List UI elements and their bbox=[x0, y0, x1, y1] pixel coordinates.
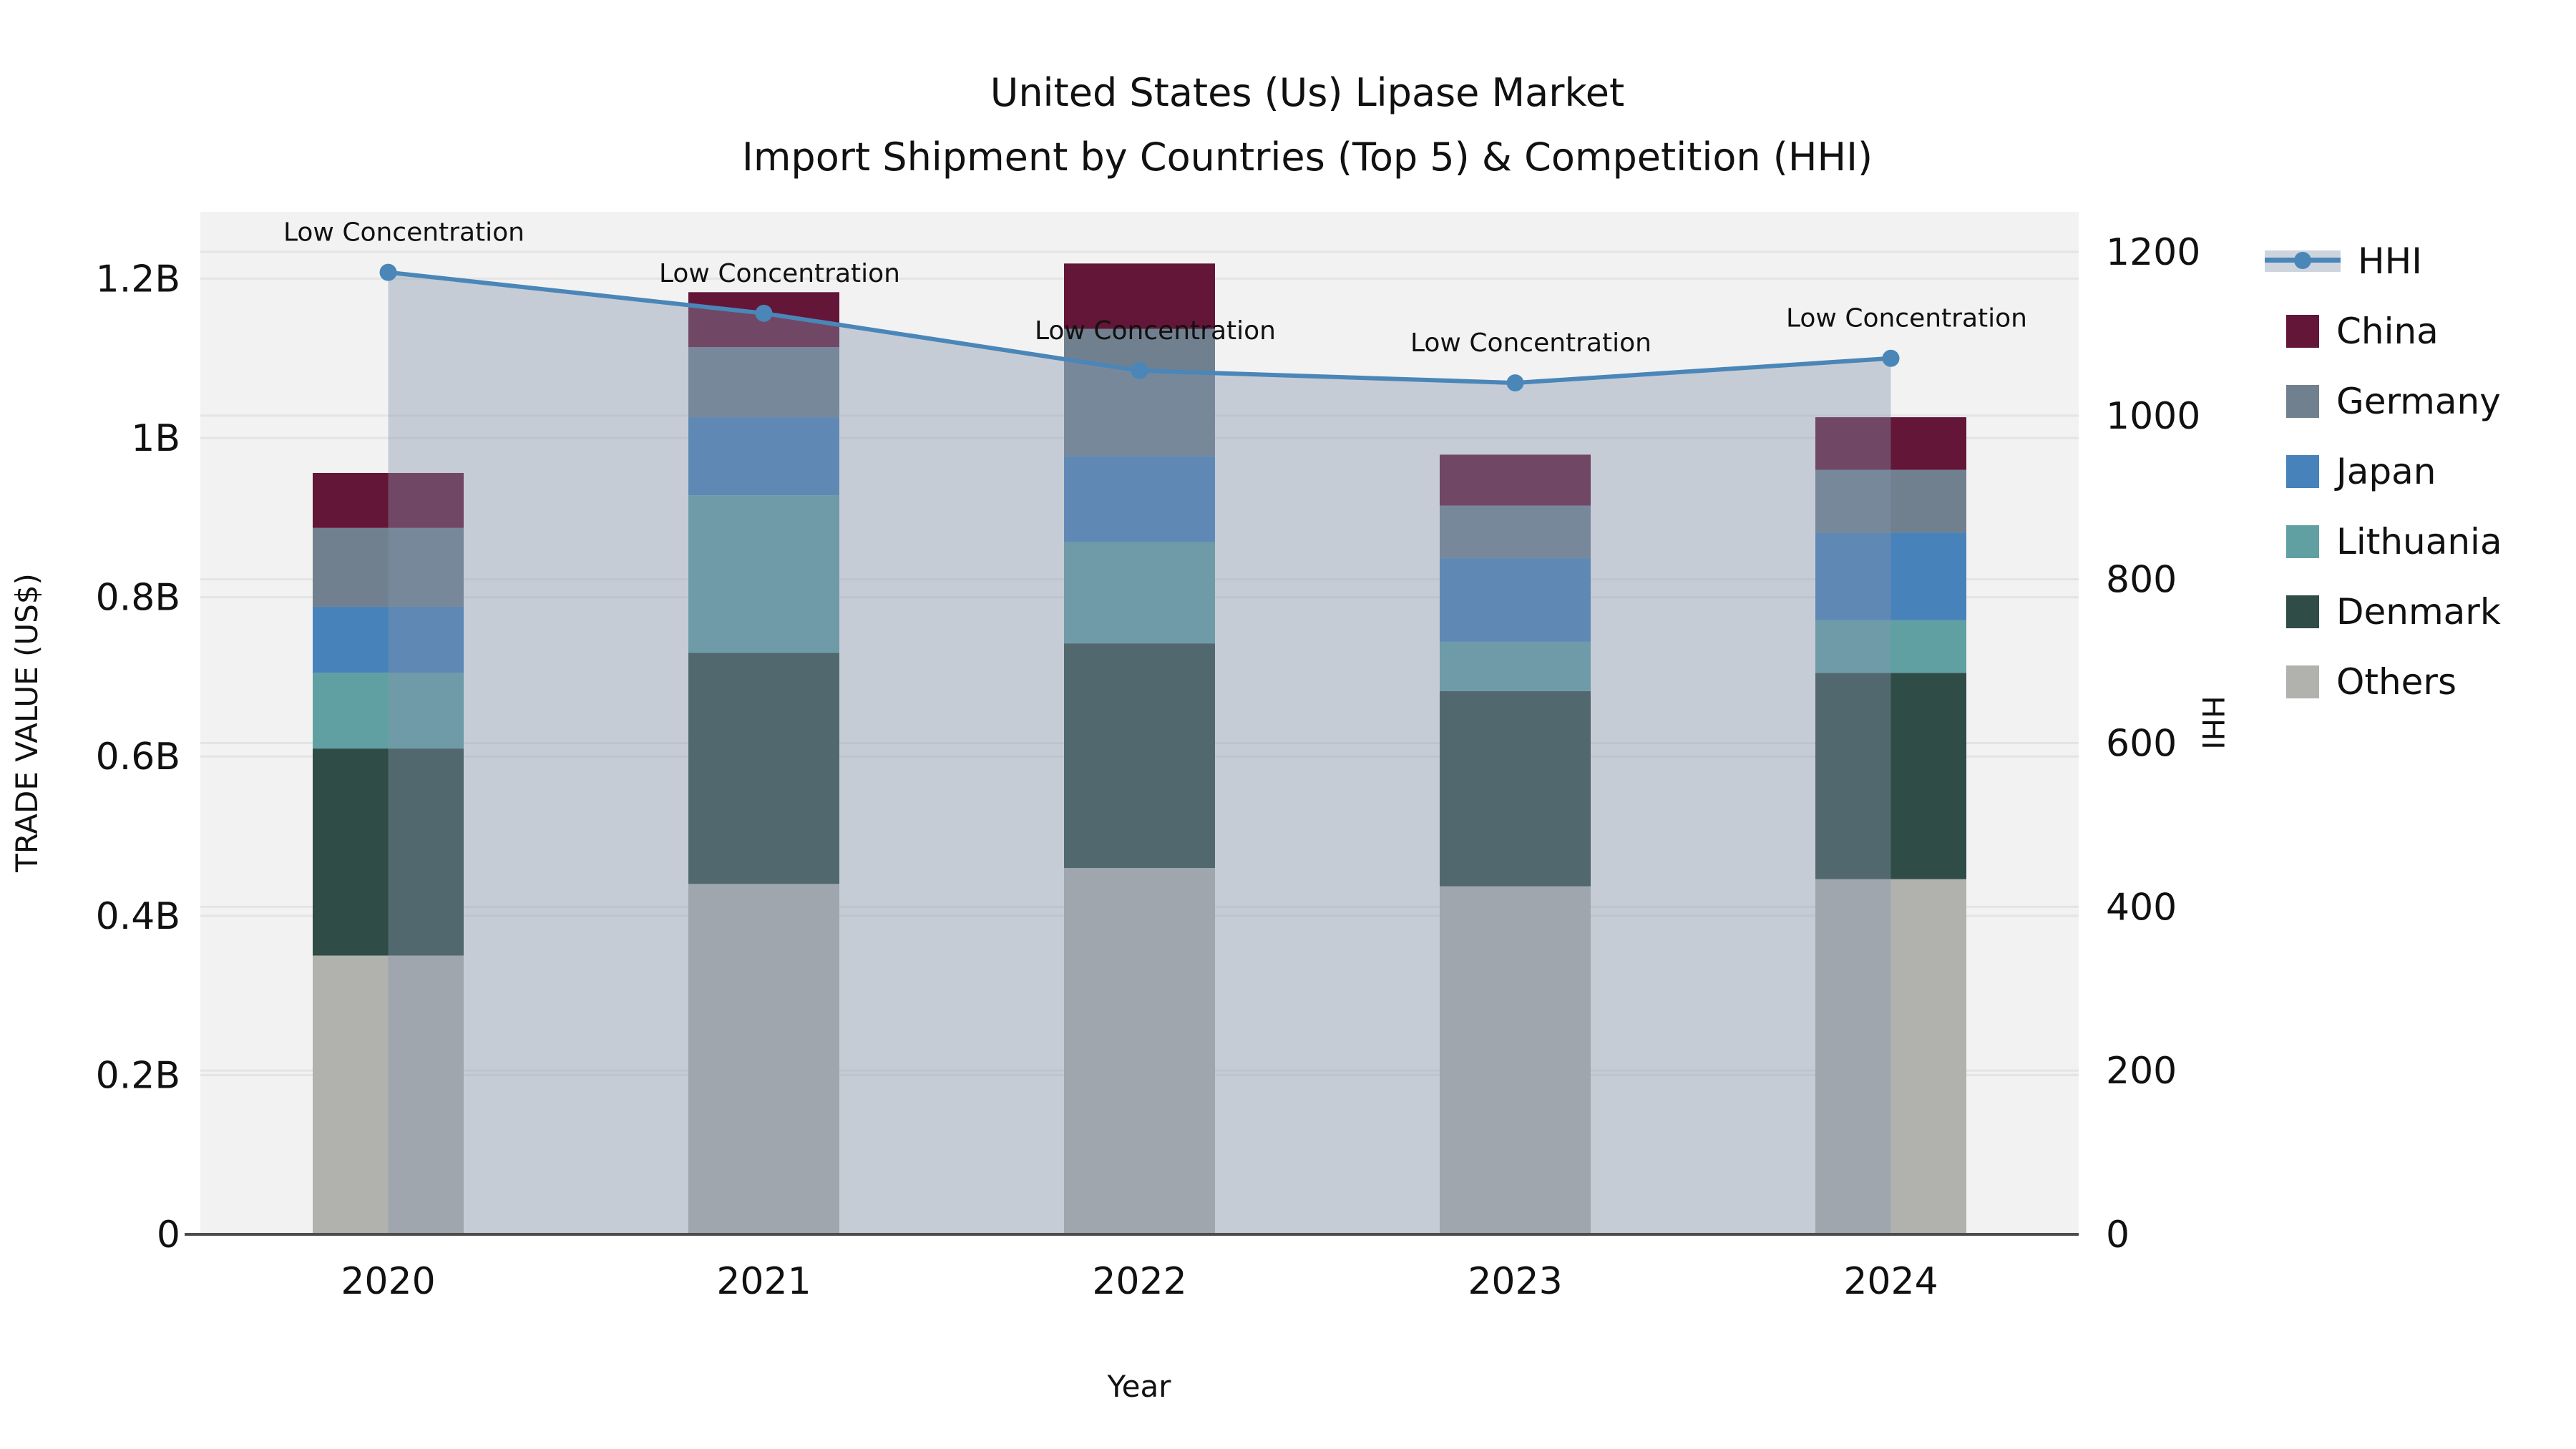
bar-segment-2022-others bbox=[1064, 868, 1215, 1234]
legend-item-hhi: HHI bbox=[2265, 226, 2502, 296]
legend-item-lithuania: Lithuania bbox=[2265, 507, 2502, 577]
bar-segment-2021-japan bbox=[688, 417, 839, 496]
bar-segment-2020-others bbox=[313, 955, 464, 1234]
germany-color-swatch bbox=[2286, 385, 2319, 418]
bar-segment-2023-denmark bbox=[1440, 691, 1591, 887]
legend-item-others: Others bbox=[2265, 647, 2502, 717]
legend-item-japan: Japan bbox=[2265, 436, 2502, 507]
bar-segment-2020-japan bbox=[313, 606, 464, 673]
annotation-low-concentration: Low Concentration bbox=[1786, 304, 2027, 333]
y-right-tick-label: 800 bbox=[2106, 559, 2177, 602]
bar-segment-2021-denmark bbox=[688, 653, 839, 884]
bar-segment-2020-lithuania bbox=[313, 673, 464, 749]
annotation-low-concentration: Low Concentration bbox=[1410, 328, 1652, 358]
x-tick-label: 2020 bbox=[341, 1260, 435, 1303]
bar-segment-2023-lithuania bbox=[1440, 641, 1591, 691]
chart-title-line1: United States (Us) Lipase Market bbox=[990, 70, 1624, 115]
bar-segment-2024-lithuania bbox=[1815, 620, 1966, 673]
bar-segment-2020-denmark bbox=[313, 748, 464, 956]
y-right-tick-label: 0 bbox=[2106, 1214, 2129, 1257]
y-right-axis-title: HHI bbox=[2195, 696, 2230, 750]
legend-label: Others bbox=[2336, 661, 2457, 703]
y-left-tick-label: 0.2B bbox=[96, 1054, 180, 1097]
bar-segment-2023-china bbox=[1440, 454, 1591, 506]
bar-segment-2023-germany bbox=[1440, 505, 1591, 559]
bar-segment-2021-lithuania bbox=[688, 495, 839, 653]
x-tick-label: 2022 bbox=[1092, 1260, 1186, 1303]
y-right-tick-label: 1200 bbox=[2106, 231, 2200, 274]
bar-segment-2024-germany bbox=[1815, 469, 1966, 533]
bar-segment-2022-japan bbox=[1064, 456, 1215, 542]
bar-segment-2021-germany bbox=[688, 347, 839, 418]
y-left-tick-label: 0.8B bbox=[96, 577, 180, 620]
y-right-tick-label: 200 bbox=[2106, 1050, 2177, 1093]
legend-label: China bbox=[2336, 311, 2439, 352]
y-right-tick-label: 1000 bbox=[2106, 395, 2200, 438]
bar-segment-2023-japan bbox=[1440, 558, 1591, 642]
hhi-marker-2024 bbox=[1882, 349, 1900, 367]
hhi-marker-icon bbox=[2294, 252, 2311, 269]
denmark-color-swatch bbox=[2286, 595, 2319, 628]
annotation-low-concentration: Low Concentration bbox=[283, 218, 525, 248]
bar-segment-2022-china bbox=[1064, 263, 1215, 329]
x-tick-label: 2023 bbox=[1468, 1260, 1562, 1303]
legend-label: Lithuania bbox=[2336, 521, 2502, 562]
bar-segment-2023-others bbox=[1440, 886, 1591, 1234]
legend-label: Denmark bbox=[2336, 591, 2501, 633]
hhi-marker-2023 bbox=[1506, 374, 1524, 392]
legend-label: Germany bbox=[2336, 381, 2501, 422]
x-axis-title: Year bbox=[1107, 1369, 1172, 1404]
chart-title-line2: Import Shipment by Countries (Top 5) & C… bbox=[742, 135, 1873, 180]
bar-segment-2024-china bbox=[1815, 417, 1966, 470]
legend: HHI China Germany Japan Lithuania Denmar… bbox=[2265, 226, 2502, 717]
annotations: Low Concentration Low Concentration Low Co… bbox=[283, 218, 2027, 358]
legend-label: HHI bbox=[2358, 240, 2422, 282]
x-tick-label: 2024 bbox=[1843, 1260, 1938, 1303]
hhi-markers bbox=[379, 263, 1900, 392]
legend-item-denmark: Denmark bbox=[2265, 577, 2502, 647]
x-tick-label: 2021 bbox=[716, 1260, 811, 1303]
annotation-low-concentration: Low Concentration bbox=[1035, 316, 1276, 346]
bar-segment-2020-germany bbox=[313, 527, 464, 607]
bar-segment-2024-japan bbox=[1815, 532, 1966, 620]
hhi-legend-sample bbox=[2265, 249, 2341, 273]
hhi-marker-2021 bbox=[755, 304, 773, 322]
bar-segment-2022-denmark bbox=[1064, 643, 1215, 869]
bar-segment-2022-germany bbox=[1064, 328, 1215, 457]
japan-color-swatch bbox=[2286, 455, 2319, 488]
legend-item-china: China bbox=[2265, 296, 2502, 366]
stacked-bars bbox=[313, 263, 1966, 1234]
bar-segment-2021-others bbox=[688, 884, 839, 1234]
y-left-tick-label: 0.4B bbox=[96, 895, 180, 938]
legend-item-germany: Germany bbox=[2265, 366, 2502, 436]
bar-segment-2024-denmark bbox=[1815, 673, 1966, 879]
bar-segment-2024-others bbox=[1815, 879, 1966, 1234]
others-color-swatch bbox=[2286, 665, 2319, 698]
lithuania-color-swatch bbox=[2286, 525, 2319, 558]
china-color-swatch bbox=[2286, 315, 2319, 348]
tick-labels: 0 0.2B 0.4B 0.6B 0.8B 1B 1.2B 0 200 400 600 800 1000… bbox=[96, 231, 2201, 1303]
legend-label: Japan bbox=[2336, 451, 2436, 492]
hhi-marker-2020 bbox=[379, 263, 397, 281]
y-left-tick-label: 1B bbox=[131, 417, 180, 460]
hhi-area-fill bbox=[388, 272, 1891, 1235]
bar-segment-2020-china bbox=[313, 472, 464, 528]
y-right-tick-label: 400 bbox=[2106, 886, 2177, 929]
y-left-tick-label: 1.2B bbox=[96, 258, 180, 301]
y-left-tick-label: 0 bbox=[157, 1214, 180, 1257]
annotation-low-concentration: Low Concentration bbox=[659, 259, 900, 288]
hhi-marker-2022 bbox=[1131, 361, 1148, 379]
bar-segment-2022-lithuania bbox=[1064, 542, 1215, 644]
y-left-axis-title: TRADE VALUE (US$) bbox=[9, 573, 44, 873]
y-right-tick-label: 600 bbox=[2106, 723, 2177, 766]
y-left-tick-label: 0.6B bbox=[96, 736, 180, 779]
